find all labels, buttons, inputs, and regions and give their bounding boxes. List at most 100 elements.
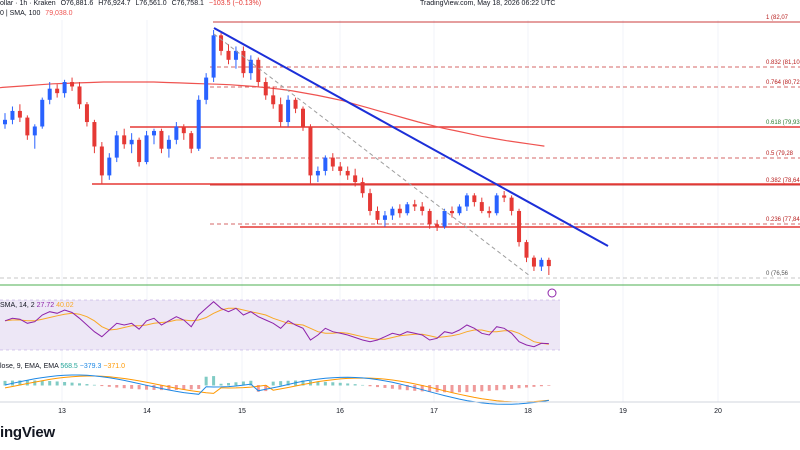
macd-histogram-bar [212, 376, 216, 386]
rsi-ma-line [4, 307, 549, 345]
x-tick-label: 20 [714, 408, 722, 415]
macd-histogram-bar [502, 385, 506, 390]
macd-histogram-bar [145, 385, 149, 390]
x-tick-label: 16 [336, 408, 344, 415]
candle-body [330, 157, 335, 167]
candle-body [40, 99, 45, 127]
candle-body [159, 130, 164, 149]
fib-level-label: 0.764 (80,72 [766, 80, 800, 86]
fib-level-label: 0.236 (77,84 [766, 217, 800, 223]
macd-histogram-bar [271, 381, 275, 386]
candle-body [487, 210, 492, 214]
macd-histogram-bar [457, 385, 461, 393]
candle-body [405, 204, 410, 214]
x-tick-label: 19 [619, 408, 627, 415]
fib-level-label: 0.832 (81,10 [766, 60, 800, 66]
macd-histogram-bar [510, 385, 514, 389]
fib-level-label: 1 (82,07 [766, 15, 789, 21]
macd-histogram-bar [547, 385, 551, 386]
macd-name: lose, 9, EMA, EMA [0, 363, 59, 370]
candle-body [464, 195, 469, 207]
candle-body [435, 224, 440, 227]
candle-body [450, 210, 454, 214]
macd-histogram-bar [63, 381, 67, 386]
macd-histogram-bar [182, 385, 186, 390]
macd-hist-value: 568.5 [60, 363, 78, 370]
x-tick-label: 15 [238, 408, 246, 415]
candle-body [25, 117, 30, 136]
macd-histogram-bar [316, 381, 320, 386]
candle-body [315, 170, 320, 176]
candle-body [502, 195, 507, 198]
candle-body [494, 195, 499, 214]
bearish-trendline [213, 27, 609, 247]
candle-body [382, 215, 387, 220]
candle-body [368, 193, 373, 211]
candle-body [3, 119, 7, 125]
ohlc-close: C76,758.1 [171, 0, 204, 7]
candle-body [457, 206, 462, 214]
macd-histogram-bar [398, 385, 402, 390]
macd-histogram-bar [167, 385, 171, 391]
macd-histogram-bar [100, 385, 104, 387]
candle-body [390, 208, 395, 216]
rsi-value: 27.72 [36, 302, 55, 309]
candle-body [129, 139, 134, 145]
candle-body [114, 135, 119, 158]
candle-body [84, 104, 89, 123]
macd-histogram-bar [420, 385, 424, 392]
fib-level-label: 0.382 (78,64 [766, 178, 800, 184]
candle-body [99, 146, 104, 176]
macd-histogram-bar [48, 381, 52, 386]
macd-histogram-bar [174, 385, 178, 391]
macd-histogram-bar [465, 385, 469, 393]
candle-body [226, 50, 231, 60]
fib-level-label: 0.5 (79,28 [766, 151, 794, 157]
macd-histogram-bar [323, 381, 327, 386]
candle-body [181, 126, 186, 134]
alert-marker [547, 288, 557, 298]
macd-histogram-bar [70, 382, 74, 386]
candle-body [211, 35, 216, 78]
macd-histogram-bar [525, 385, 528, 388]
macd-histogram-bar [3, 380, 7, 386]
candle-body [345, 170, 350, 176]
macd-histogram-bar [204, 376, 208, 386]
fib-diagonal-dashed [213, 33, 531, 277]
macd-histogram-bar [480, 385, 484, 392]
macd-signal-value: −371.0 [103, 363, 125, 370]
macd-histogram-bar [390, 385, 394, 389]
candle-body [174, 126, 179, 140]
candle-body [338, 166, 343, 171]
candle-body [55, 88, 60, 94]
rsi-line [4, 301, 549, 348]
macd-histogram-bar [137, 385, 141, 390]
candle-body [397, 208, 402, 214]
candle-body [204, 77, 209, 100]
ohlc-low: L76,561.0 [135, 0, 167, 7]
macd-legend: lose, 9, EMA, EMA 568.5 −379.3 −371.0 [0, 363, 125, 370]
macd-histogram-bar [115, 385, 119, 388]
tradingview-watermark: ingView [0, 424, 56, 441]
macd-histogram-bar [249, 380, 253, 386]
candle-body [32, 126, 37, 136]
macd-histogram-bar [122, 385, 126, 389]
macd-line [4, 374, 549, 405]
macd-histogram-bar [405, 385, 409, 391]
macd-histogram-bar [487, 385, 491, 391]
publish-text: TradingView.com, May 18, 2026 06:22 UTC [420, 0, 556, 7]
candle-body [278, 104, 283, 123]
candle-body [152, 130, 156, 136]
macd-histogram-bar [428, 385, 432, 392]
candle-body [375, 210, 380, 220]
macd-histogram-bar [376, 385, 379, 388]
candle-body [301, 108, 305, 127]
rsi-band [0, 300, 560, 350]
candle-body [420, 206, 425, 211]
rsi-ma-value: 40.02 [56, 302, 74, 309]
macd-histogram-bar [443, 385, 447, 393]
macd-histogram-bar [227, 383, 230, 386]
candle-body [412, 204, 417, 207]
candle-body [263, 82, 268, 96]
